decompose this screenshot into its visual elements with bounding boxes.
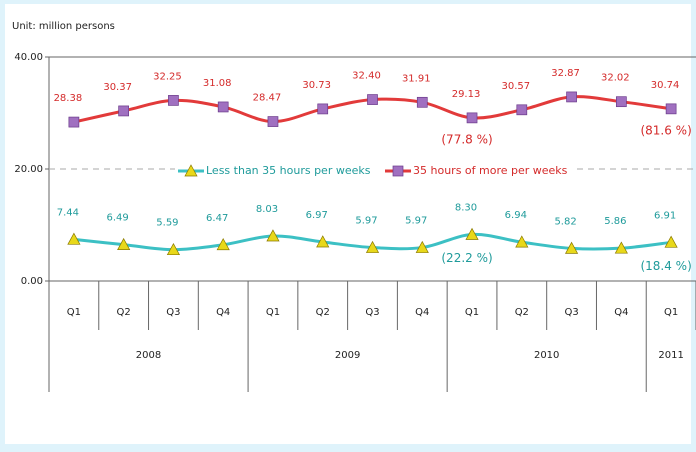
year-label: 2010 xyxy=(534,350,559,361)
year-label: 2008 xyxy=(136,350,161,361)
x-tick-label: Q1 xyxy=(664,307,678,318)
data-label: 32.87 xyxy=(551,68,580,79)
data-label: 32.02 xyxy=(601,73,630,84)
annotation: (22.2 %) xyxy=(441,251,492,265)
data-label: 32.25 xyxy=(153,71,182,82)
marker xyxy=(365,240,380,253)
data-label: 6.91 xyxy=(654,210,676,221)
data-label: 6.97 xyxy=(306,210,328,221)
data-label: 5.82 xyxy=(554,216,576,227)
data-label: 5.86 xyxy=(604,216,626,227)
data-label: 29.13 xyxy=(452,89,481,100)
marker xyxy=(614,241,628,254)
marker xyxy=(67,232,81,245)
marker xyxy=(515,235,529,248)
data-label: 32.40 xyxy=(352,71,381,82)
data-label: 30.74 xyxy=(651,80,680,91)
data-label: 5.97 xyxy=(405,216,427,227)
x-tick-label: Q3 xyxy=(166,307,180,318)
x-tick-label: Q2 xyxy=(515,307,529,318)
x-tick-label: Q1 xyxy=(67,307,81,318)
marker xyxy=(466,112,478,124)
chart-background xyxy=(5,4,691,444)
data-label: 6.49 xyxy=(107,213,129,224)
data-label: 28.38 xyxy=(54,93,83,104)
annotation: (18.4 %) xyxy=(640,259,691,273)
x-tick-label: Q4 xyxy=(415,307,429,318)
marker xyxy=(266,229,280,242)
legend-label: Less than 35 hours per weeks xyxy=(206,164,371,177)
data-label: 7.44 xyxy=(57,207,79,218)
marker xyxy=(316,235,330,248)
marker xyxy=(68,116,80,128)
x-tick-label: Q3 xyxy=(564,307,578,318)
data-label: 31.91 xyxy=(402,73,431,84)
data-label: 30.73 xyxy=(302,80,331,91)
marker xyxy=(217,101,229,113)
y-tick-label: 40.00 xyxy=(14,52,43,63)
legend-marker xyxy=(184,164,198,177)
marker xyxy=(566,91,577,103)
x-tick-label: Q1 xyxy=(266,307,280,318)
marker xyxy=(564,241,579,254)
marker xyxy=(117,237,131,251)
marker xyxy=(665,103,677,115)
marker xyxy=(367,94,378,105)
marker xyxy=(168,95,179,106)
marker xyxy=(416,96,428,108)
chart-subtitle: Unit: million persons xyxy=(12,21,115,32)
data-label: 5.97 xyxy=(355,216,377,227)
data-label: 6.47 xyxy=(206,213,228,224)
x-tick-label: Q4 xyxy=(216,307,230,318)
marker xyxy=(516,104,528,116)
x-tick-label: Q3 xyxy=(365,307,379,318)
y-tick-label: 0.00 xyxy=(21,276,43,287)
year-label: 2011 xyxy=(658,350,683,361)
data-label: 30.57 xyxy=(501,81,530,92)
marker xyxy=(267,116,279,127)
marker xyxy=(664,235,678,248)
data-label: 28.47 xyxy=(253,93,282,104)
marker xyxy=(415,240,429,253)
legend-label: 35 hours of more per weeks xyxy=(413,164,568,177)
data-label: 8.30 xyxy=(455,203,477,214)
marker xyxy=(465,227,479,240)
annotation: (81.6 %) xyxy=(640,123,691,137)
marker xyxy=(317,103,329,115)
legend-background xyxy=(175,161,575,181)
x-tick-label: Q2 xyxy=(117,307,131,318)
x-tick-label: Q2 xyxy=(316,307,330,318)
year-label: 2009 xyxy=(335,350,360,361)
marker xyxy=(166,242,181,256)
data-label: 8.03 xyxy=(256,204,278,215)
marker xyxy=(216,238,230,251)
data-label: 31.08 xyxy=(203,78,232,89)
legend-marker xyxy=(392,165,404,177)
marker xyxy=(118,105,130,117)
x-tick-label: Q4 xyxy=(614,307,628,318)
y-tick-label: 20.00 xyxy=(14,164,43,175)
marker xyxy=(615,96,627,108)
data-label: 6.94 xyxy=(505,210,527,221)
x-tick-label: Q1 xyxy=(465,307,479,318)
data-label: 30.37 xyxy=(103,82,132,93)
data-label: 5.59 xyxy=(156,218,178,229)
annotation: (77.8 %) xyxy=(441,132,492,146)
